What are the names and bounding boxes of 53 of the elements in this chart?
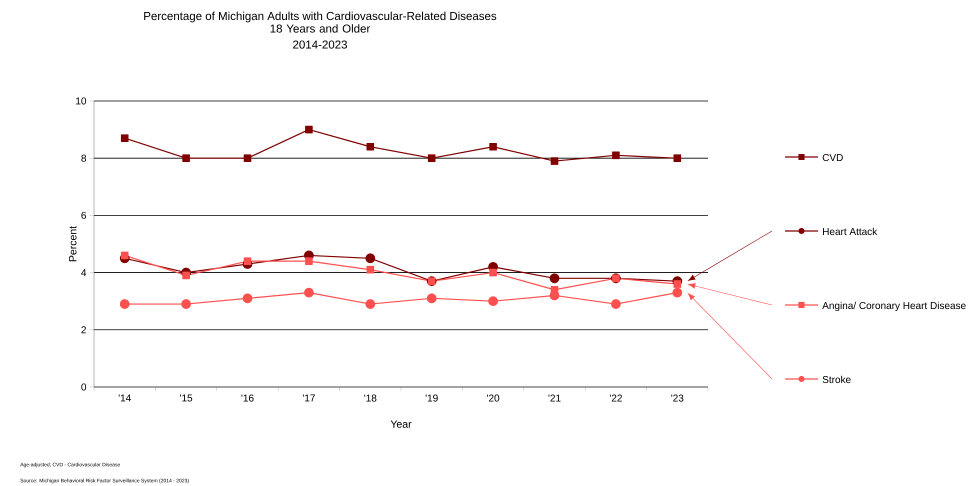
point [489,142,497,151]
y-tick-label: 0 [81,383,86,391]
point [365,299,376,309]
point [674,280,682,288]
x-tick-label: '21 [548,394,561,402]
legend-label: Heart Attack [823,228,878,236]
point [244,257,252,265]
chart-title: Percentage of Michigan Adults with Cardiovascular-Related Diseases [144,12,496,22]
point [365,253,376,264]
x-tick-label: '19 [426,394,438,402]
point [550,157,558,165]
point [120,299,130,309]
y-axis-title: Percent [69,226,76,262]
y-tick-label: 2 [81,326,86,334]
point [611,299,621,309]
point [672,288,682,298]
x-tick-label: '23 [671,394,684,402]
point [305,126,313,134]
point [550,290,560,300]
point [182,154,190,162]
y-tick-label: 4 [81,269,86,276]
point [120,134,129,142]
point [612,152,620,160]
x-tick-label: '14 [118,394,131,402]
y-tick-label: 10 [76,97,86,105]
point [366,142,374,151]
point [305,257,313,265]
point [366,266,374,274]
x-axis-title: Year [390,420,412,428]
point [489,268,497,276]
point [182,272,190,280]
point [120,252,129,260]
point [488,296,498,306]
point [428,154,436,162]
x-tick-label: '17 [302,394,315,402]
legend-label: Angina/ Coronary Heart Disease [822,302,966,312]
x-tick-label: '22 [610,394,622,402]
point [244,154,252,162]
legend-label: Stroke [822,376,851,384]
y-tick-label: 6 [81,212,86,219]
point [242,293,252,304]
y-tick-label: 8 [81,154,86,162]
chart-subtitle: 18 Years and Older 2014-2023 [270,24,370,49]
x-tick-label: '16 [241,394,254,402]
point [426,293,437,304]
x-tick-label: '15 [180,394,192,402]
x-tick-label: '20 [487,394,500,402]
point [181,299,192,309]
point [304,288,314,298]
point [674,154,682,162]
point [550,273,560,284]
legend-label: CVD [822,154,843,162]
x-tick-label: '18 [364,394,376,402]
